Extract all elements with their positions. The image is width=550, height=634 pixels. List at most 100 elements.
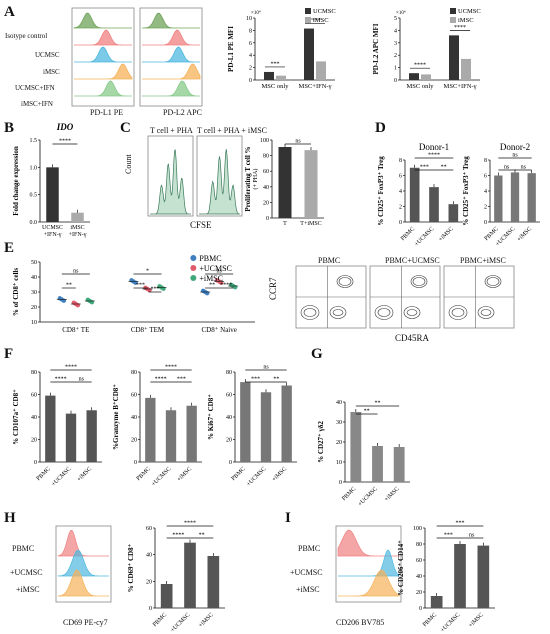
y-tick-label: 80 [416,542,422,548]
significance-label: ns [504,165,510,171]
dotplot-contour [300,305,320,320]
significance-label: **** [155,377,167,383]
y-tick-label: 1.5 [30,138,38,144]
x-tick-label: UCMSC [42,225,63,231]
y-tick-label: 20 [146,579,152,585]
histogram-peak [142,80,200,97]
dotplot-contour [480,309,492,316]
bar [372,446,383,482]
x-tick-label: PBMC [400,226,416,242]
significance-label: ** [441,165,447,171]
significance-label: ns [521,165,527,171]
y-tick-label: 60 [226,393,232,399]
bar [421,74,431,80]
panel-c-xlabel: CFSE [190,220,212,230]
histogram-frame [139,7,203,107]
bar [448,204,459,222]
histogram-peak [57,569,109,597]
panel-i-row-pbmc: PBMC [298,544,321,553]
row-label-ucmsc: UCMSC [35,51,60,59]
y-tick-label: 100 [413,526,422,532]
dotplot-contour [336,275,354,288]
y-tick-label: 20 [336,440,342,446]
bar [46,167,59,222]
y-tick-label: 8 [249,28,252,34]
bar [409,73,419,80]
x-tick-label: MSC+IFN-γ [299,83,332,90]
bar [304,28,314,80]
legend-label: UCMSC [313,8,336,15]
panel-i-xlabel: CD206 BV785 [336,618,385,627]
y-tick-label: 40 [226,415,232,421]
panel-label-e: E [4,240,15,256]
row-label-imsc-ifn: iMSC+IFN [21,100,53,108]
significance-label: ns [469,533,475,539]
panel-label-i: I [285,510,291,526]
dotplot-contour [303,308,317,317]
legend-marker [190,265,197,271]
dotplot-contour [377,308,391,317]
x-tick-label: PBMC [231,466,247,482]
panel-c-title-1: T cell + PHA [150,126,193,135]
significance-label: *** [420,165,429,171]
significance-label: **** [428,153,440,159]
significance-label: **** [184,521,196,527]
histogram-peak [57,529,109,557]
bar [430,596,443,608]
y-tick-label: 4 [249,53,252,59]
panel-label-d: D [375,120,386,136]
bar [276,75,286,80]
legend-swatch [450,17,456,23]
significance-label: ** [66,283,72,289]
y-tick-label: 40 [416,574,422,580]
bar [160,584,173,608]
y-tick-label: 0.5 [30,193,38,199]
significance-label: **** [165,365,177,371]
panel-h-row-imsc: +iMSC [16,585,40,594]
x-tick-label: +UCMSC [151,466,173,488]
y-tick-label: 20 [226,438,232,444]
bar [449,35,459,80]
y-tick-label: 6 [484,174,487,180]
histogram-peak [142,46,200,63]
significance-label: *** [444,533,453,539]
y-tick-label: 8 [399,158,402,164]
row-label-isotype: Isotype control [5,32,48,40]
significance-label: *** [271,61,280,67]
y-axis-scale: ×10⁴ [251,10,261,16]
y-axis-label-secondary: (+ PHA) [252,169,259,190]
bar [207,556,220,608]
significance-label: ** [199,533,205,539]
bar [393,447,405,482]
histogram-peak [74,80,132,97]
bar [186,405,197,462]
y-tick-label: 60 [416,558,422,564]
y-tick-label: 10 [31,320,37,326]
y-axis-label: % CD25⁺ FoxP3⁺ Treg [377,156,385,226]
panel-i-row-ucmsc: +UCMSC [290,568,323,577]
histogram-peak [199,149,240,215]
dotplot-contour [412,277,426,286]
histogram-peak [338,569,400,597]
significance-label: *** [136,283,145,289]
significance-label: ** [273,377,279,383]
x-tick-label: +iMSC [516,226,533,243]
y-tick-label: 60 [131,393,137,399]
bar [71,212,84,222]
y-axis-label: Proliferating T cell % [244,146,252,211]
bar [527,173,536,222]
bar [65,413,77,462]
legend-label: UCMSC [458,8,481,15]
histogram-peak [74,63,133,80]
legend-marker [190,255,197,261]
bar [281,385,292,462]
significance-label: ns [512,153,518,159]
bar [350,412,362,482]
y-tick-label: 20 [131,438,137,444]
panel-e-flow-xlabel: CD45RA [395,333,430,343]
x-tick-label: +IFN-γ [44,232,62,238]
legend-label: +UCMSC [199,264,232,273]
y-tick-label: 1.0 [30,165,38,171]
dotplot-contour [484,275,502,288]
